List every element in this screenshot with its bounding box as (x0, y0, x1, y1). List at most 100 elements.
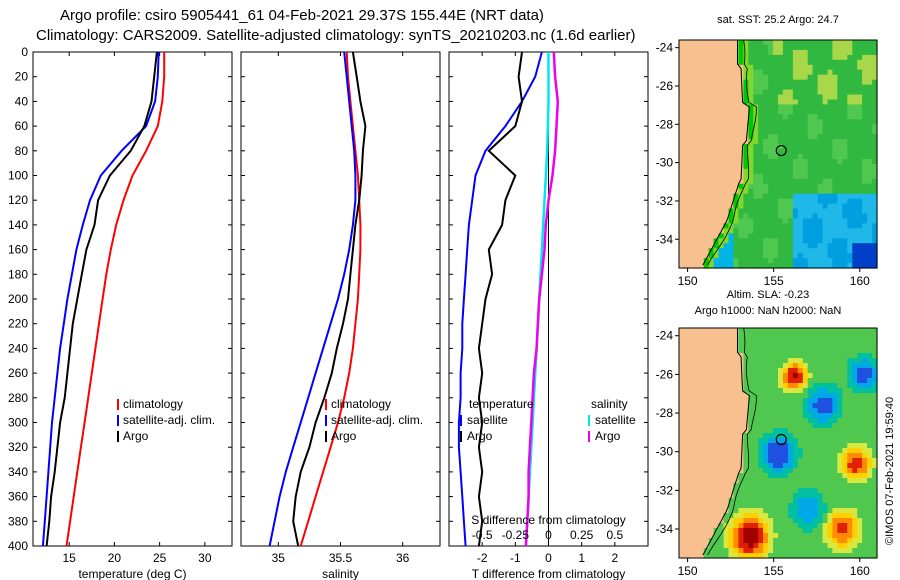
map-cell (713, 183, 720, 190)
map-cell (857, 173, 863, 180)
map-cell (807, 208, 814, 215)
map-cell (817, 473, 824, 479)
map-cell (867, 134, 873, 140)
map-cell (827, 213, 833, 220)
map-cell (807, 508, 814, 514)
map-cell (817, 368, 824, 374)
map-cell (827, 473, 833, 479)
map-cell (807, 463, 814, 469)
map-cell (837, 458, 843, 464)
map-cell (802, 193, 809, 200)
map-cell (842, 408, 848, 414)
map-cell (698, 94, 705, 101)
map-cell (723, 159, 730, 165)
map-cell (728, 373, 734, 379)
map-cell (862, 523, 868, 529)
map-cell (812, 343, 819, 349)
map-cell (738, 45, 744, 51)
map-cell (768, 553, 774, 559)
map-cell (713, 228, 720, 234)
map-cell (797, 218, 804, 224)
map-cell (758, 168, 764, 175)
map-cell (763, 528, 769, 534)
map-cell (867, 79, 873, 86)
map-cell (827, 398, 833, 404)
map-cell (862, 448, 868, 454)
map-cell (778, 393, 784, 399)
map-cell (753, 154, 759, 160)
map-cell (837, 533, 843, 539)
panel-salinity: 35 35.5 36salinityclimatologysatellite-adj… (240, 51, 441, 580)
map-cell (713, 139, 720, 145)
map-cell (728, 433, 734, 439)
map-cell (723, 40, 730, 46)
map-cell (728, 553, 734, 559)
map-cell (827, 114, 833, 120)
map-cell (832, 508, 838, 514)
map-cell (688, 144, 695, 150)
map-cell (847, 348, 853, 354)
map-cell (872, 443, 878, 449)
map-cell (768, 243, 774, 249)
map-cell (832, 218, 838, 224)
map-cell (812, 388, 819, 394)
map-cell (782, 343, 789, 349)
map-cell (847, 328, 853, 334)
map-cell (693, 59, 700, 66)
map-cell (728, 233, 734, 239)
map-cell (748, 358, 754, 364)
map-cell (787, 233, 794, 239)
map-cell (703, 54, 710, 61)
map-cell (857, 453, 863, 459)
map-cell (713, 40, 720, 46)
map-cell (723, 483, 730, 489)
map-cell (812, 533, 819, 539)
map-cell (688, 253, 695, 259)
map-cell (723, 178, 730, 185)
map-cell (817, 84, 824, 91)
map-cell (743, 188, 749, 195)
map-cell (867, 508, 873, 514)
map-cell (723, 228, 730, 234)
map-cell (782, 248, 789, 254)
map-cell (763, 99, 769, 106)
map-cell (683, 543, 690, 549)
map-cell (812, 258, 819, 264)
map-cell (713, 89, 720, 96)
map-cell (679, 99, 685, 106)
map-cell (792, 253, 799, 259)
map-cell (837, 468, 843, 474)
map-cell (797, 523, 804, 529)
map-cell (827, 378, 833, 384)
map-cell (817, 54, 824, 61)
map-cell (778, 248, 784, 254)
map-cell (708, 74, 715, 81)
map-cell (847, 488, 853, 494)
map-cell (698, 213, 705, 220)
map-cell (708, 134, 715, 140)
map-cell (693, 433, 700, 439)
map-cell (778, 463, 784, 469)
map-cell (733, 114, 739, 120)
map-cell (852, 218, 858, 224)
map-cell (822, 528, 829, 534)
map-cell (703, 168, 710, 175)
map-cell (733, 144, 739, 150)
map-cell (758, 109, 764, 115)
map-cell (817, 193, 824, 200)
map-cell (792, 358, 799, 364)
map-cell (728, 533, 734, 539)
map-cell (867, 538, 873, 544)
map-cell (718, 173, 725, 180)
map-cell (738, 448, 744, 454)
map-cell (723, 183, 730, 190)
map-cell (822, 124, 829, 130)
map-cell (867, 443, 873, 449)
map-cell (688, 243, 695, 249)
map-cell (758, 483, 764, 489)
map-cell (822, 49, 829, 56)
map-cell (837, 333, 843, 339)
map-cell (837, 94, 843, 101)
shelf-contour (707, 327, 757, 556)
map-cell (827, 134, 833, 140)
